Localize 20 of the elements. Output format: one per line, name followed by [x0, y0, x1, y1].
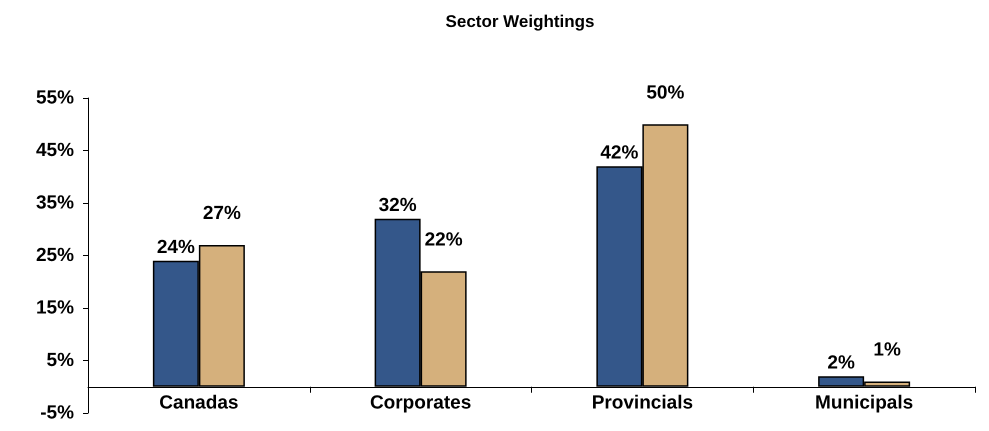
- y-tick-label: 55%: [36, 88, 74, 108]
- y-tick-label: 5%: [46, 350, 74, 371]
- data-label: 2%: [827, 352, 855, 374]
- x-tick-label: Provincials: [592, 392, 694, 414]
- data-label: 1%: [873, 340, 901, 360]
- data-label: 50%: [646, 82, 684, 104]
- x-tick-label: Canadas: [159, 392, 238, 414]
- y-tick-label: -5%: [40, 402, 74, 424]
- chart-title: Sector Weightings: [446, 12, 594, 31]
- x-tick-label: Municipals: [815, 392, 914, 414]
- y-tick-label: 15%: [36, 298, 74, 318]
- data-label: 27%: [202, 203, 241, 224]
- data-label: 32%: [378, 194, 417, 216]
- data-label: 42%: [600, 142, 638, 164]
- x-tick-label: Corporates: [370, 392, 472, 414]
- y-tick-label: 25%: [36, 245, 74, 266]
- y-tick-label: 35%: [36, 192, 74, 214]
- data-label: 22%: [424, 229, 463, 250]
- data-label: 24%: [156, 236, 195, 258]
- y-tick-label: 45%: [36, 140, 74, 161]
